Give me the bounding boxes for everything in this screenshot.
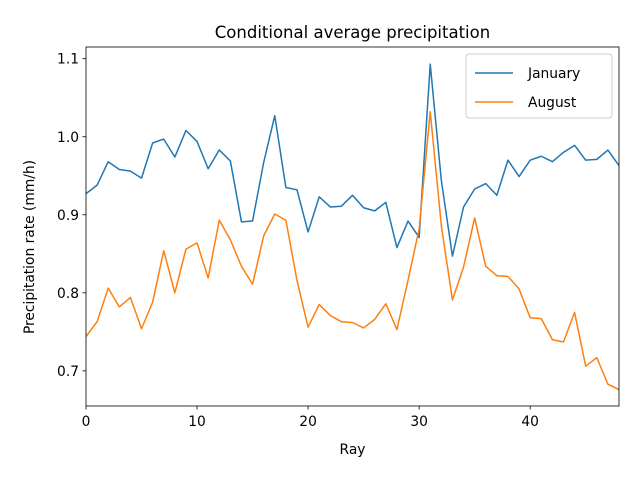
legend: January August	[465, 53, 613, 119]
plot-frame	[85, 46, 620, 407]
legend-label-january: January	[527, 66, 580, 82]
x-tick-label: 0	[82, 414, 91, 430]
y-tick-label: 0.9	[57, 208, 79, 224]
y-tick-label: 1.1	[57, 52, 79, 68]
series-line-january	[86, 63, 619, 257]
chart-title: Conditional average precipitation	[215, 23, 490, 42]
y-tick-label: 0.7	[57, 364, 79, 380]
x-tick-label: 10	[188, 414, 206, 430]
y-tick-label: 0.8	[57, 286, 79, 302]
plot-area	[86, 63, 619, 391]
legend-label-august: August	[528, 95, 577, 111]
x-tick-label: 20	[299, 414, 317, 430]
y-axis-label: Precipitation rate (mm/h)	[22, 160, 38, 334]
series-line-august	[86, 111, 619, 391]
y-tick-label: 1.0	[57, 130, 79, 146]
x-axis-label: Ray	[340, 442, 366, 458]
x-tick-label: 30	[410, 414, 428, 430]
axes: 0 10 20 30 40 0.7 0.8 0.9 1.0 1.1	[57, 46, 620, 430]
x-tick-label: 40	[521, 414, 539, 430]
